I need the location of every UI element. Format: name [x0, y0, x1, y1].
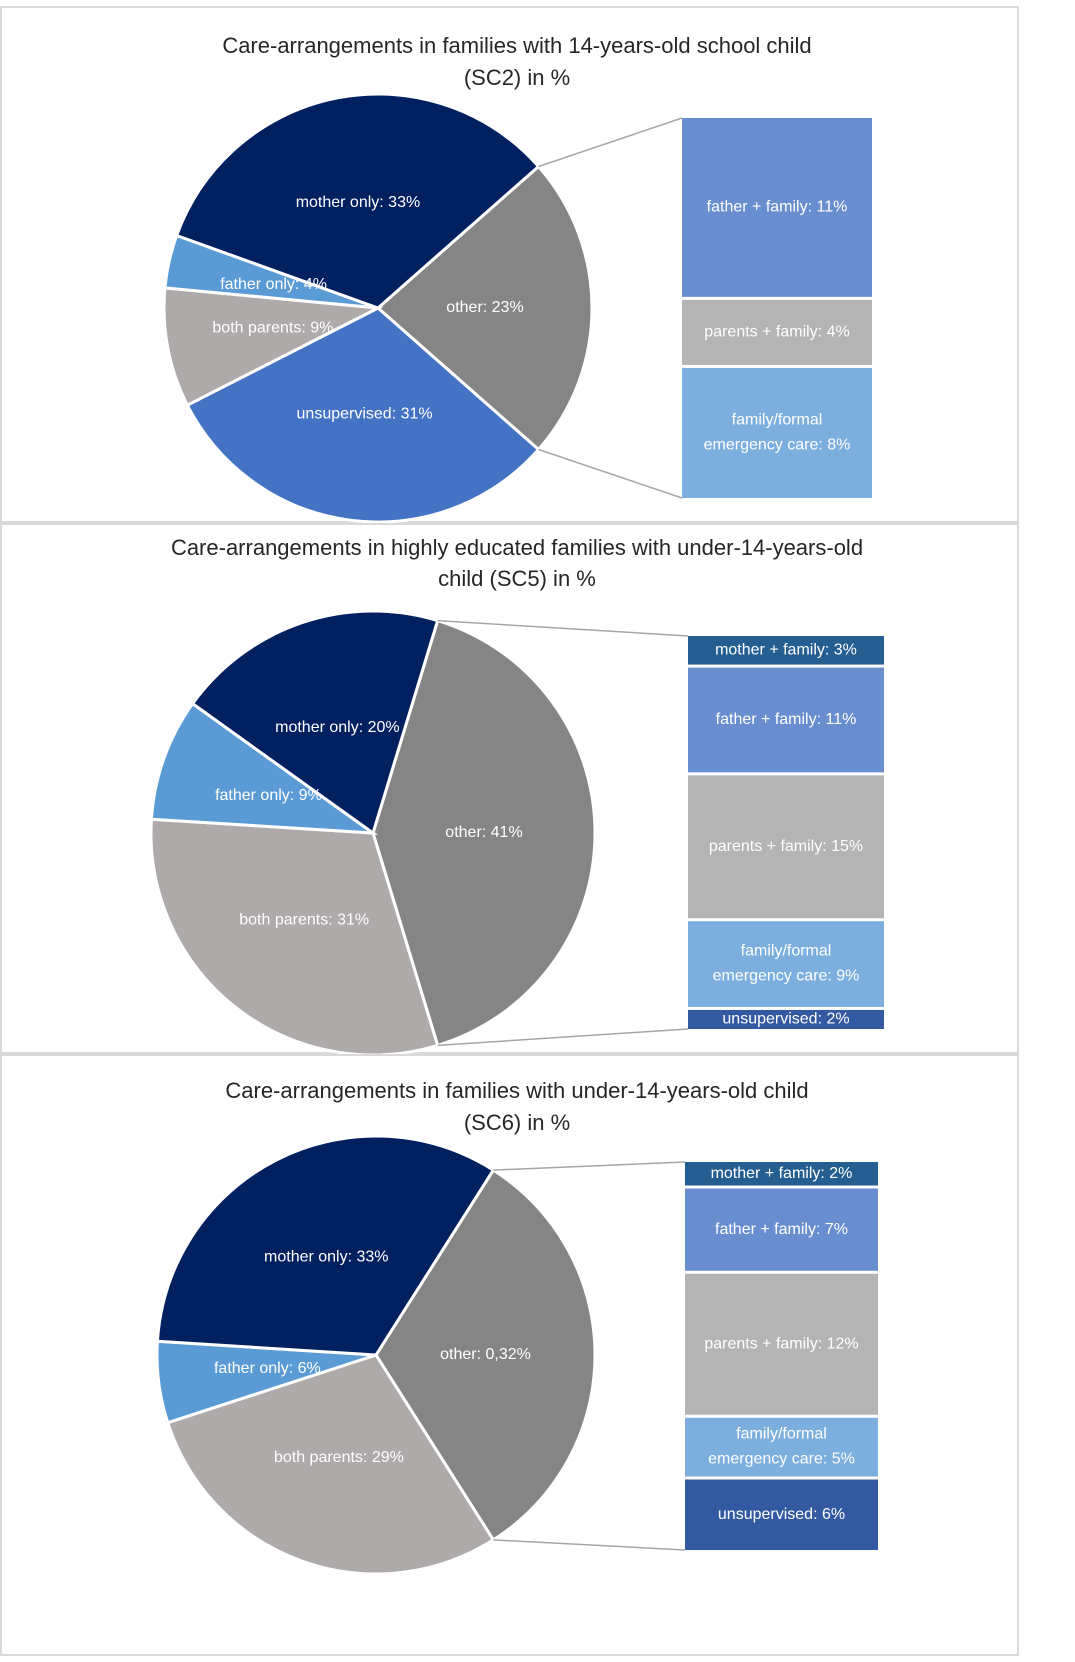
- slice-label: mother only: 33%: [264, 1249, 389, 1266]
- bar-segment: [685, 1188, 878, 1271]
- bar-segment: [685, 1162, 878, 1186]
- bar-segment: [688, 636, 884, 665]
- panel-frame: [0, 1054, 1019, 1656]
- bar-segment: [682, 299, 872, 365]
- bar-segment: [682, 367, 872, 498]
- slice-label: father only: 6%: [214, 1360, 321, 1377]
- bar-label: father + family: 11%: [716, 711, 857, 728]
- bar-label: unsupervised: 2%: [722, 1011, 849, 1028]
- chart-title: child (SC5) in %: [438, 566, 596, 591]
- bar-segment: [688, 921, 884, 1007]
- slice-label: father only: 4%: [220, 276, 327, 293]
- connector: [538, 448, 683, 499]
- bar-segment: [682, 118, 872, 297]
- connector: [437, 1028, 689, 1047]
- bar-label: family/formal emergency care: 9%: [713, 943, 860, 985]
- slice-label: other: 41%: [445, 824, 522, 841]
- connector: [437, 619, 689, 637]
- slice-label: both parents: 9%: [212, 319, 333, 336]
- pie-slice: [375, 164, 594, 452]
- pie-slice: [374, 1168, 597, 1542]
- chart-title: (SC2) in %: [464, 65, 570, 90]
- chart-title: (SC6) in %: [464, 1110, 570, 1135]
- bar-label: family/formal emergency care: 5%: [708, 1426, 855, 1468]
- bar-segment: [688, 667, 884, 773]
- pie-slice: [149, 701, 379, 835]
- slice-label: both parents: 29%: [274, 1449, 404, 1466]
- chart-title: Care-arrangements in families with under…: [225, 1078, 808, 1103]
- slice-label: mother only: 20%: [275, 719, 400, 736]
- bar-label: family/formal emergency care: 8%: [704, 412, 851, 454]
- connector: [493, 1539, 686, 1551]
- bar-label: mother + family: 2%: [711, 1165, 853, 1182]
- bar-label: mother + family: 3%: [715, 642, 857, 659]
- slice-label: other: 23%: [446, 299, 523, 316]
- pie-slice: [162, 286, 384, 408]
- connector: [538, 117, 683, 168]
- panel-frame: [0, 6, 1019, 523]
- pie-slice: [155, 1134, 496, 1357]
- bar-label: parents + family: 15%: [709, 838, 863, 855]
- slice-label: other: 0,32%: [440, 1346, 531, 1363]
- bar-segment: [685, 1273, 878, 1415]
- bar-label: unsupervised: 6%: [718, 1506, 845, 1523]
- bar-label: father + family: 11%: [707, 199, 848, 216]
- bar-label: father + family: 7%: [715, 1221, 848, 1238]
- bar-segment: [685, 1479, 878, 1550]
- pie-slice: [165, 1353, 496, 1576]
- slice-label: unsupervised: 31%: [297, 405, 433, 422]
- panel-frame: [0, 523, 1019, 1054]
- bar-segment: [685, 1417, 878, 1477]
- bar-label: parents + family: 4%: [704, 324, 849, 341]
- slice-label: father only: 9%: [215, 787, 322, 804]
- connector: [493, 1161, 686, 1171]
- pie-slice: [371, 618, 597, 1048]
- bar-segment: [688, 775, 884, 919]
- slice-label: both parents: 31%: [239, 911, 369, 928]
- bar-label: parents + family: 12%: [704, 1335, 858, 1352]
- chart-title: Care-arrangements in highly educated fam…: [171, 535, 863, 560]
- pie-slice: [190, 609, 440, 836]
- chart-title: Care-arrangements in families with 14-ye…: [222, 33, 811, 58]
- slice-label: mother only: 33%: [296, 194, 421, 211]
- pie-slice: [174, 92, 541, 310]
- bar-segment: [688, 1009, 884, 1029]
